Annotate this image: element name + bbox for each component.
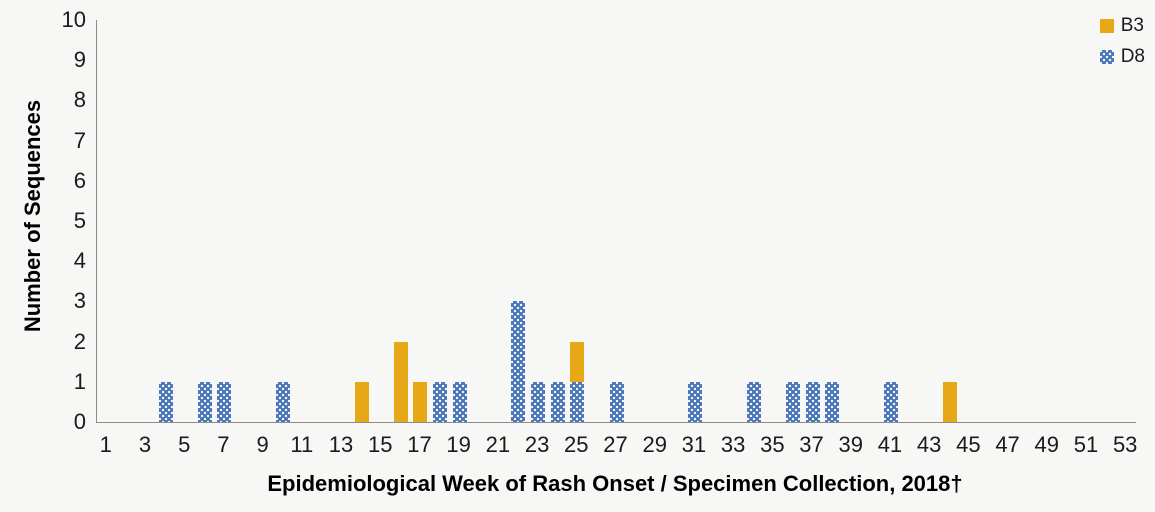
bar-d8-week-7 xyxy=(217,381,232,422)
bar-b3-week-17 xyxy=(413,381,428,422)
bar-d8-week-4 xyxy=(158,381,173,422)
y-tick-label-0: 0 xyxy=(73,409,86,434)
x-tick-label-51: 51 xyxy=(1073,432,1099,457)
legend-item-b3: B3 xyxy=(1099,15,1145,36)
legend-label-b3: B3 xyxy=(1120,15,1144,36)
bar-d8-week-38 xyxy=(825,381,840,422)
bar-d8-week-37 xyxy=(805,381,820,422)
x-tick-label-27: 27 xyxy=(603,432,628,457)
x-tick-label-5: 5 xyxy=(178,432,191,457)
x-tick-label-35: 35 xyxy=(760,432,785,457)
y-tick-label-9: 9 xyxy=(73,47,86,73)
y-tick-label-7: 7 xyxy=(73,127,86,153)
x-tick-label-9: 9 xyxy=(256,432,269,457)
bar-d8-week-34 xyxy=(746,381,761,422)
x-tick-label-15: 15 xyxy=(368,432,393,457)
bar-d8-week-23 xyxy=(531,381,546,422)
bar-d8-week-25 xyxy=(570,381,585,422)
x-tick-label-49: 49 xyxy=(1034,432,1060,457)
bar-d8-week-22 xyxy=(511,301,526,422)
y-tick-label-4: 4 xyxy=(73,248,86,274)
x-tick-label-23: 23 xyxy=(524,432,550,457)
x-tick-label-43: 43 xyxy=(916,432,942,457)
plot-area xyxy=(96,20,1136,423)
x-tick-label-7: 7 xyxy=(217,432,230,457)
x-tick-label-53: 53 xyxy=(1112,432,1138,457)
x-tick-label-3: 3 xyxy=(138,432,152,457)
x-tick-label-13: 13 xyxy=(328,432,354,457)
bar-d8-week-19 xyxy=(452,381,467,422)
y-tick-label-6: 6 xyxy=(73,167,86,193)
x-tick-label-33: 33 xyxy=(720,432,746,457)
x-tick-label-25: 25 xyxy=(564,432,589,457)
x-tick-label-31: 31 xyxy=(681,432,707,457)
legend-swatch-b3-icon xyxy=(1099,18,1114,33)
y-tick-label-8: 8 xyxy=(73,87,86,113)
x-tick-label-39: 39 xyxy=(838,432,863,457)
x-tick-label-19: 19 xyxy=(446,432,471,457)
bar-d8-week-36 xyxy=(785,381,800,422)
x-tick-label-29: 29 xyxy=(642,432,667,457)
x-tick-label-21: 21 xyxy=(485,432,511,457)
bar-b3-week-44 xyxy=(942,381,957,422)
y-tick-label-10: 10 xyxy=(61,7,86,32)
x-tick-label-17: 17 xyxy=(407,432,432,457)
y-tick-label-5: 5 xyxy=(73,208,86,233)
bar-d8-week-10 xyxy=(276,381,291,422)
x-tick-label-11: 11 xyxy=(290,432,314,457)
legend-swatch-d8-icon xyxy=(1099,49,1114,64)
bar-b3-week-14 xyxy=(354,381,369,422)
x-tick-label-47: 47 xyxy=(995,432,1020,457)
x-tick-label-1: 1 xyxy=(99,432,112,457)
bar-d8-week-24 xyxy=(550,381,565,422)
x-tick-label-37: 37 xyxy=(799,432,824,457)
bar-b3-week-16 xyxy=(393,341,408,422)
bar-d8-week-41 xyxy=(883,381,898,422)
bar-d8-week-27 xyxy=(609,381,624,422)
bar-b3-week-25 xyxy=(570,341,585,382)
legend-label-d8: D8 xyxy=(1120,46,1145,67)
bar-d8-week-31 xyxy=(687,381,702,422)
legend: B3 D8 xyxy=(1099,15,1145,67)
x-tick-label-41: 41 xyxy=(877,432,903,457)
y-tick-label-3: 3 xyxy=(73,288,86,314)
x-axis-title: Epidemiological Week of Rash Onset / Spe… xyxy=(267,471,963,496)
legend-item-d8: D8 xyxy=(1099,46,1145,67)
bar-d8-week-18 xyxy=(433,381,448,422)
y-tick-label-1: 1 xyxy=(73,368,86,394)
x-tick-label-45: 45 xyxy=(956,432,981,457)
bar-d8-week-6 xyxy=(197,381,212,422)
y-tick-label-2: 2 xyxy=(73,328,86,354)
